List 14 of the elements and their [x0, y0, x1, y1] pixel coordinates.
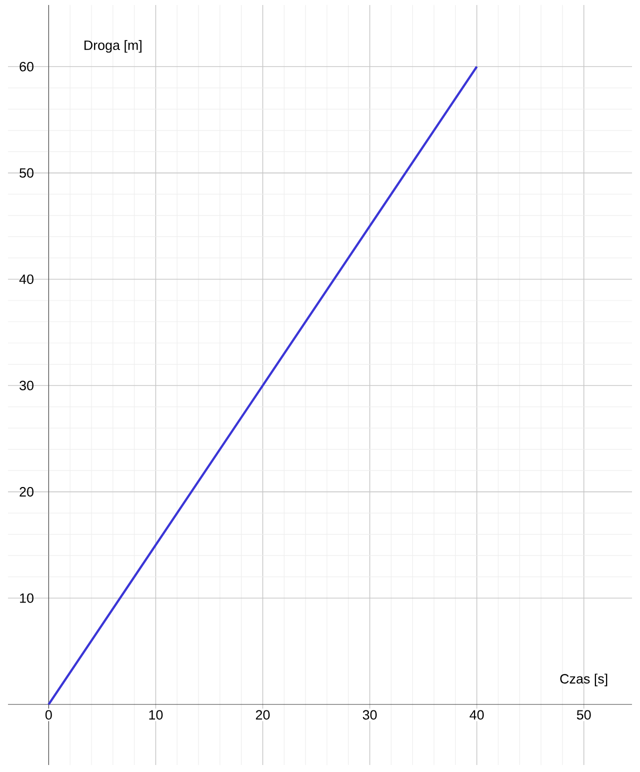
x-tick-label: 30 [362, 710, 377, 720]
x-axis-title: Czas [s] [560, 674, 608, 686]
y-tick-label: 20 [20, 487, 34, 497]
y-tick-label: 40 [19, 274, 34, 284]
y-axis-title: Droga [m] [84, 40, 142, 53]
x-tick-label: 20 [256, 710, 270, 720]
x-tick-label: 50 [576, 710, 591, 720]
x-tick-label: 40 [470, 710, 484, 720]
y-tick-label: 60 [20, 62, 34, 72]
y-tick-label: 30 [20, 380, 34, 390]
x-tick-label: 10 [149, 710, 163, 720]
y-tick-label: 50 [20, 168, 34, 178]
y-tick-label: 10 [20, 593, 34, 603]
x-tick-label: 0 [45, 710, 52, 720]
